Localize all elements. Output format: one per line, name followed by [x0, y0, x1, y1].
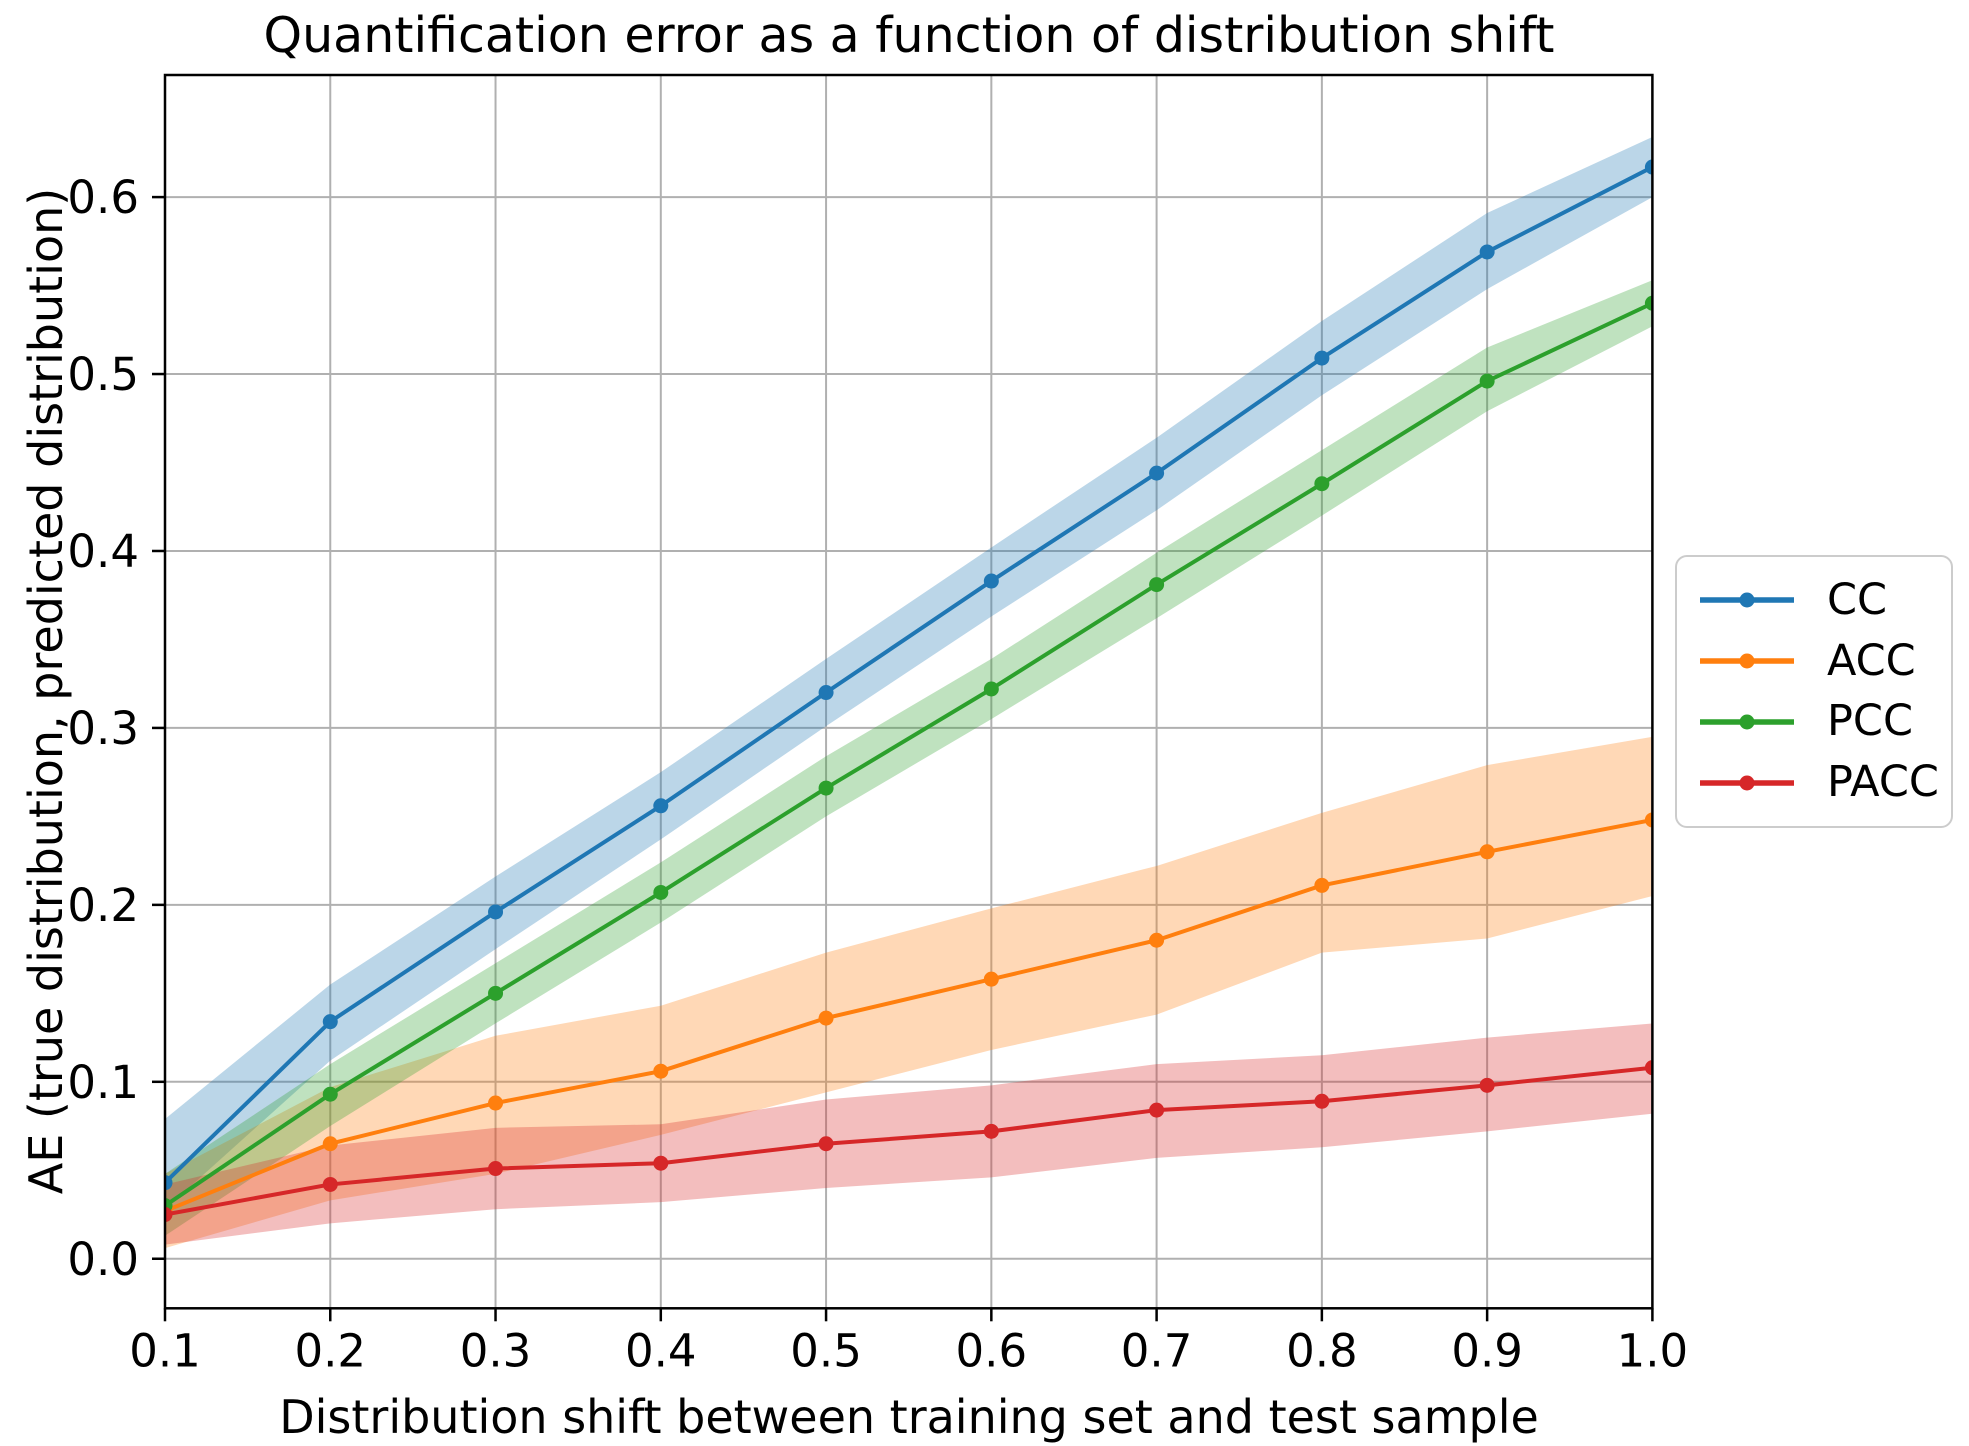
data-point-PACC-0.1 — [165, 1207, 173, 1223]
data-point-PACC-0.2 — [322, 1176, 338, 1192]
x-tick-label: 0.1 — [129, 1324, 201, 1377]
data-point-PCC-0.8 — [1314, 476, 1330, 492]
x-tick-label: 0.9 — [1451, 1324, 1523, 1377]
data-point-PACC-0.8 — [1314, 1093, 1330, 1109]
y-tick-label: 0.4 — [67, 525, 139, 578]
data-point-PCC-0.6 — [983, 681, 999, 697]
legend-label-acc: ACC — [1827, 635, 1916, 686]
axes-spines — [163, 73, 1654, 1310]
data-point-PCC-0.4 — [653, 884, 669, 900]
data-point-ACC-0.7 — [1149, 932, 1165, 948]
data-point-CC-0.1 — [165, 1175, 173, 1191]
series-line-ACC — [165, 817, 1653, 1213]
x-tick-label: 0.4 — [625, 1324, 697, 1377]
legend-item-cc: CC — [1697, 574, 1943, 625]
data-point-PACC-0.5 — [818, 1136, 834, 1152]
data-point-PACC-0.4 — [653, 1155, 669, 1171]
x-tick-label: 0.7 — [1121, 1324, 1193, 1377]
data-point-CC-0.7 — [1149, 465, 1165, 481]
data-point-PCC-0.7 — [1149, 577, 1165, 593]
legend-item-acc: ACC — [1697, 635, 1943, 686]
y-tick-label: 0.5 — [67, 348, 139, 401]
series-layer — [165, 136, 1653, 1249]
y-tick-label: 0.0 — [67, 1233, 139, 1286]
y-tick-label: 0.2 — [67, 879, 139, 932]
data-point-CC-1 — [1644, 159, 1653, 175]
series-line-CC — [165, 165, 1653, 1185]
confidence-band-ACC — [165, 736, 1653, 1249]
legend-label-cc: CC — [1827, 574, 1888, 625]
legend-line-sample-cc — [1700, 592, 1794, 608]
series-line-PACC — [165, 1065, 1653, 1217]
data-point-CC-0.6 — [983, 573, 999, 589]
confidence-band-CC — [165, 136, 1653, 1210]
data-point-PACC-0.3 — [488, 1161, 504, 1177]
legend-line-sample-pcc — [1700, 714, 1794, 730]
data-point-PCC-0.3 — [488, 985, 504, 1001]
x-tick-label: 1.0 — [1617, 1324, 1689, 1377]
legend-label-pcc: PCC — [1827, 696, 1913, 747]
series-line-PCC — [165, 301, 1653, 1208]
data-point-PCC-0.5 — [818, 780, 834, 796]
data-point-CC-0.4 — [653, 798, 669, 814]
data-point-PACC-0.7 — [1149, 1102, 1165, 1118]
data-point-PCC-0.9 — [1479, 373, 1495, 389]
data-point-ACC-0.8 — [1314, 877, 1330, 893]
y-tick-label: 0.3 — [67, 702, 139, 755]
data-point-PACC-0.6 — [983, 1123, 999, 1139]
x-axis-label: Distribution shift between training set … — [279, 1390, 1539, 1444]
data-point-PCC-1 — [1644, 295, 1653, 311]
data-point-PACC-1 — [1644, 1060, 1653, 1076]
data-point-PACC-0.9 — [1479, 1077, 1495, 1093]
data-point-CC-0.5 — [818, 685, 834, 701]
chart-title: Quantification error as a function of di… — [263, 7, 1555, 64]
data-point-PCC-0.2 — [322, 1086, 338, 1102]
data-point-CC-0.8 — [1314, 350, 1330, 366]
x-tick-label: 0.6 — [956, 1324, 1028, 1377]
data-point-ACC-0.3 — [488, 1095, 504, 1111]
legend-item-pacc: PACC — [1697, 761, 1943, 804]
y-tick-label: 0.1 — [67, 1056, 139, 1109]
legend-label-pacc: PACC — [1827, 757, 1939, 808]
legend-line-sample-pacc — [1700, 775, 1794, 791]
legend-item-pcc: PCC — [1697, 700, 1943, 743]
data-point-ACC-1 — [1644, 812, 1653, 828]
data-point-CC-0.3 — [488, 904, 504, 920]
x-tick-label: 0.5 — [790, 1324, 862, 1377]
data-point-ACC-0.2 — [322, 1136, 338, 1152]
x-tick-label: 0.8 — [1286, 1324, 1358, 1377]
y-axis-label: AE (true distribution, predicted distrib… — [19, 187, 73, 1195]
confidence-band-PACC — [165, 1023, 1653, 1245]
x-tick-label: 0.2 — [294, 1324, 366, 1377]
legend-line-sample-acc — [1700, 653, 1794, 669]
data-point-CC-0.2 — [322, 1014, 338, 1030]
data-point-CC-0.9 — [1479, 244, 1495, 260]
y-tick-label: 0.6 — [67, 171, 139, 224]
data-point-ACC-0.6 — [983, 971, 999, 987]
data-point-ACC-0.5 — [818, 1010, 834, 1026]
data-point-ACC-0.4 — [653, 1063, 669, 1079]
legend: CC ACC PCC PACC — [1675, 555, 1953, 828]
data-point-ACC-0.9 — [1479, 844, 1495, 860]
x-tick-label: 0.3 — [460, 1324, 532, 1377]
confidence-band-PCC — [165, 280, 1653, 1236]
